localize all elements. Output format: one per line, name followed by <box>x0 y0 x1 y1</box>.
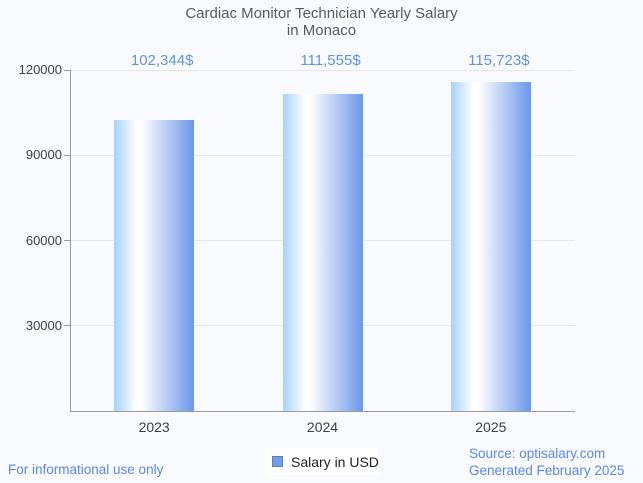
legend: Salary in USD <box>265 448 379 475</box>
x-axis-line <box>70 411 575 412</box>
y-tick-label: 30000 <box>25 317 62 333</box>
y-tick-mark <box>64 154 70 156</box>
bar-annotation: 115,723$ <box>468 52 530 69</box>
y-tick-label: 120000 <box>18 62 62 77</box>
disclaimer-text: For informational use only <box>8 462 164 477</box>
x-axis-label: 2023 <box>138 419 170 435</box>
y-tick-mark <box>64 69 70 71</box>
y-tick-mark <box>64 240 70 241</box>
bar[interactable] <box>282 93 363 411</box>
gridline <box>70 69 575 71</box>
bar[interactable] <box>114 120 195 411</box>
bar[interactable] <box>450 82 531 411</box>
source-text: Source: optisalary.com <box>469 446 606 461</box>
chart-title-line1: Cardiac Monitor Technician Yearly Salary <box>185 5 458 22</box>
y-axis-line <box>70 70 71 411</box>
legend-label: Salary in USD <box>291 453 379 470</box>
x-axis-label: 2025 <box>475 419 507 435</box>
bar-annotation: 111,555$ <box>300 52 361 69</box>
chart-title: Cardiac Monitor Technician Yearly Salary… <box>0 5 643 39</box>
y-tick-label: 60000 <box>25 232 62 248</box>
chart-title-line2: in Monaco <box>286 22 357 39</box>
bar-annotation: 102,344$ <box>130 52 194 69</box>
source-credit: Source: optisalary.com Generated Februar… <box>469 445 624 479</box>
x-axis-label: 2024 <box>306 419 339 435</box>
legend-swatch <box>272 456 283 467</box>
generated-text: Generated February 2025 <box>469 463 625 478</box>
y-tick-label: 90000 <box>25 147 62 163</box>
y-tick-mark <box>64 325 70 327</box>
